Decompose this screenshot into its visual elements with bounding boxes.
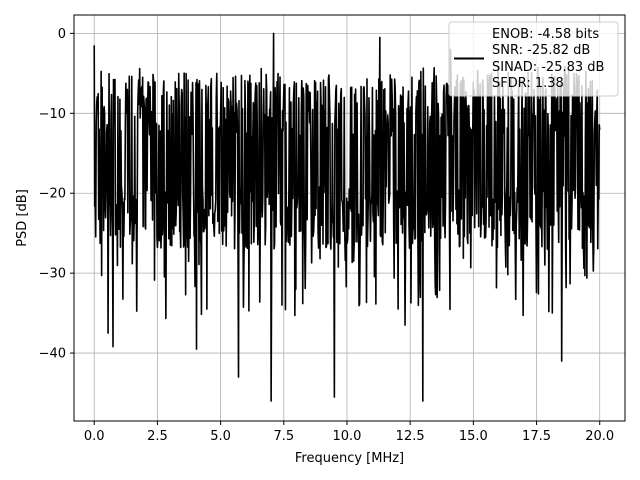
y-tick-label: 0: [58, 27, 66, 42]
x-tick-label: 2.5: [147, 429, 168, 444]
x-axis-label: Frequency [MHz]: [295, 451, 404, 466]
x-tick-label: 12.5: [396, 429, 425, 444]
psd-series: [93, 32, 601, 402]
psd-series-line: [93, 32, 601, 402]
x-tick-label: 0.0: [84, 429, 105, 444]
y-tick-label: −40: [39, 347, 66, 362]
y-tick-label: −30: [39, 267, 66, 282]
y-tick-label: −20: [39, 187, 66, 202]
x-axis-ticks: 0.0 2.5 5.0 7.5 10.0 12.5 15.0 17.5 20.0: [84, 421, 614, 444]
x-tick-label: 10.0: [332, 429, 361, 444]
x-tick-label: 20.0: [585, 429, 614, 444]
legend-entry: SINAD: -25.83 dB: [492, 60, 604, 75]
x-tick-label: 17.5: [522, 429, 551, 444]
y-axis-label: PSD [dB]: [15, 189, 30, 247]
x-tick-label: 7.5: [273, 429, 294, 444]
legend: ENOB: -4.58 bits SNR: -25.82 dB SINAD: -…: [448, 21, 619, 97]
y-tick-label: −10: [39, 107, 66, 122]
legend-box: [448, 21, 619, 97]
legend-entry: SNR: -25.82 dB: [492, 43, 590, 58]
y-axis-ticks: 0 −10 −20 −30 −40: [39, 27, 74, 362]
plot-frame: [73, 14, 626, 422]
legend-entry: ENOB: -4.58 bits: [492, 27, 599, 42]
x-tick-label: 15.0: [459, 429, 488, 444]
legend-entry: SFDR: 1.38: [492, 76, 564, 91]
x-tick-label: 5.0: [210, 429, 231, 444]
